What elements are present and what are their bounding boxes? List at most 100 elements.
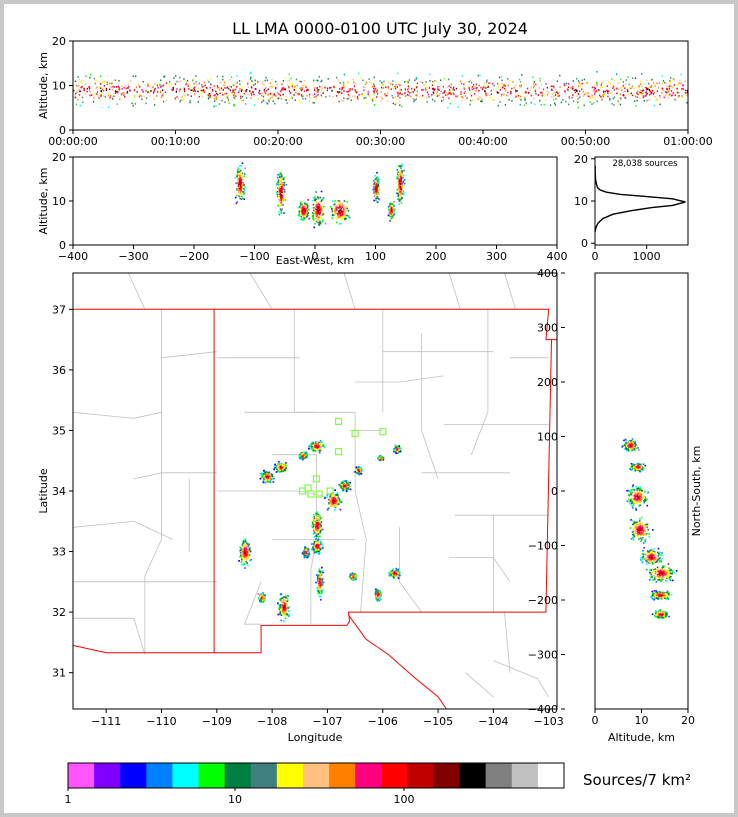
source-point [238,178,240,180]
source-point [172,87,175,90]
source-point [644,83,646,85]
source-point [320,587,322,590]
source-point [294,99,296,102]
source-point [341,485,344,488]
source-point [587,95,589,98]
source-point [373,183,375,186]
source-point [304,555,307,557]
source-point [553,85,555,88]
source-point [394,96,396,99]
source-point [319,220,321,223]
source-point [314,450,317,453]
source-point [338,203,340,205]
source-point [277,467,279,469]
source-point [308,447,310,450]
source-point [322,213,325,215]
source-point [164,91,167,94]
source-point [490,93,493,95]
source-point [280,467,283,470]
county-line [470,309,489,455]
source-point [377,592,379,594]
source-point [226,92,228,95]
source-point [314,217,316,219]
source-point [291,84,293,87]
source-point [329,500,332,502]
source-point [593,88,596,91]
source-point [315,574,318,577]
source-point [209,86,211,89]
source-point [303,202,306,204]
source-point [337,500,340,502]
source-point [241,558,243,561]
source-point [100,90,103,93]
source-point [98,97,100,99]
source-point [356,468,359,471]
source-point [321,570,323,573]
source-point [244,539,246,542]
source-point [229,89,232,92]
source-point [620,98,622,101]
source-point [682,84,684,87]
source-point [476,97,478,99]
source-point [287,607,289,609]
source-point [287,595,289,597]
source-point [596,90,598,93]
source-point [503,93,505,96]
source-point [143,95,145,98]
source-point [314,198,316,201]
source-point [485,92,487,95]
source-point [300,212,303,215]
source-point [100,94,102,97]
source-point [546,86,549,89]
source-point [507,91,509,94]
source-point [314,200,317,202]
source-point [625,79,627,81]
source-point [362,79,364,82]
source-point [265,471,268,473]
source-point [335,494,337,496]
source-point [362,95,364,97]
source-point [301,209,304,211]
source-point [301,88,303,91]
source-point [281,191,284,194]
source-point [277,613,279,616]
source-point [258,598,260,600]
source-point [326,494,329,496]
source-point [377,187,379,189]
source-point [631,85,634,88]
source-point [278,470,281,473]
source-point [282,604,284,607]
source-point [334,200,336,202]
source-point [183,78,185,80]
source-point [350,578,353,580]
source-point [243,563,246,565]
source-point [318,549,321,551]
source-point [343,90,345,92]
source-point [243,93,245,96]
source-point [598,94,601,97]
source-point [262,595,265,598]
source-point [226,86,229,89]
source-point [300,210,303,213]
source-point [505,89,507,92]
source-point [237,182,240,185]
source-point [391,209,394,212]
source-point [477,98,480,100]
source-point [325,95,327,98]
source-point [519,103,521,106]
source-point [286,79,289,82]
source-point [195,75,197,77]
source-point [464,81,466,84]
source-point [653,104,655,107]
source-point [156,90,159,93]
source-point [94,93,96,95]
source-point [543,103,545,106]
source-point [348,95,351,97]
source-point [319,207,322,210]
east-west-panel: −400 −300 −200 −100 0 100 200 300 40001020East-W… [37,151,568,267]
source-point [666,88,668,90]
source-point [442,85,444,88]
source-point [244,91,247,93]
source-point [167,84,169,87]
source-point [591,94,593,97]
